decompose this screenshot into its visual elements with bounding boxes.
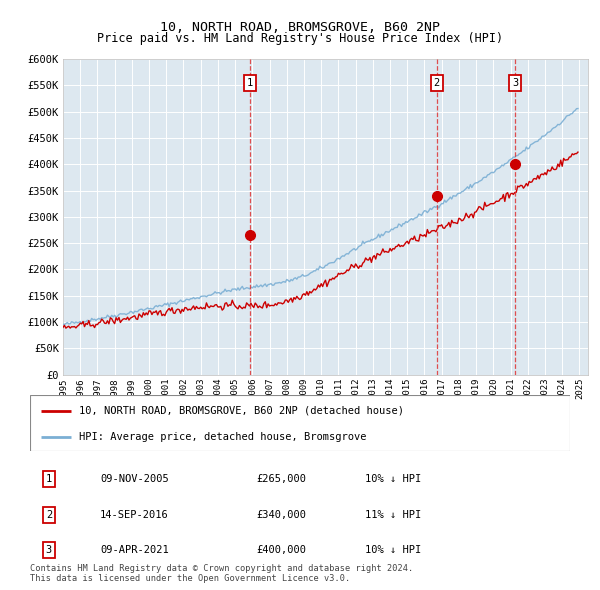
Text: 2: 2 bbox=[46, 510, 52, 520]
Text: 09-NOV-2005: 09-NOV-2005 bbox=[100, 474, 169, 484]
Text: Contains HM Land Registry data © Crown copyright and database right 2024.
This d: Contains HM Land Registry data © Crown c… bbox=[30, 563, 413, 583]
Text: 10, NORTH ROAD, BROMSGROVE, B60 2NP (detached house): 10, NORTH ROAD, BROMSGROVE, B60 2NP (det… bbox=[79, 406, 404, 416]
Text: 10% ↓ HPI: 10% ↓ HPI bbox=[365, 474, 421, 484]
Text: 10% ↓ HPI: 10% ↓ HPI bbox=[365, 545, 421, 555]
Text: £265,000: £265,000 bbox=[257, 474, 307, 484]
Text: 1: 1 bbox=[247, 78, 253, 88]
Text: 11% ↓ HPI: 11% ↓ HPI bbox=[365, 510, 421, 520]
Text: 10, NORTH ROAD, BROMSGROVE, B60 2NP: 10, NORTH ROAD, BROMSGROVE, B60 2NP bbox=[160, 21, 440, 34]
Text: £400,000: £400,000 bbox=[257, 545, 307, 555]
Text: Price paid vs. HM Land Registry's House Price Index (HPI): Price paid vs. HM Land Registry's House … bbox=[97, 32, 503, 45]
Text: 14-SEP-2016: 14-SEP-2016 bbox=[100, 510, 169, 520]
Text: HPI: Average price, detached house, Bromsgrove: HPI: Average price, detached house, Brom… bbox=[79, 432, 366, 442]
Text: £340,000: £340,000 bbox=[257, 510, 307, 520]
Text: 1: 1 bbox=[46, 474, 52, 484]
Text: 2: 2 bbox=[434, 78, 440, 88]
FancyBboxPatch shape bbox=[30, 395, 570, 451]
Text: 09-APR-2021: 09-APR-2021 bbox=[100, 545, 169, 555]
Text: 3: 3 bbox=[46, 545, 52, 555]
Text: 3: 3 bbox=[512, 78, 518, 88]
